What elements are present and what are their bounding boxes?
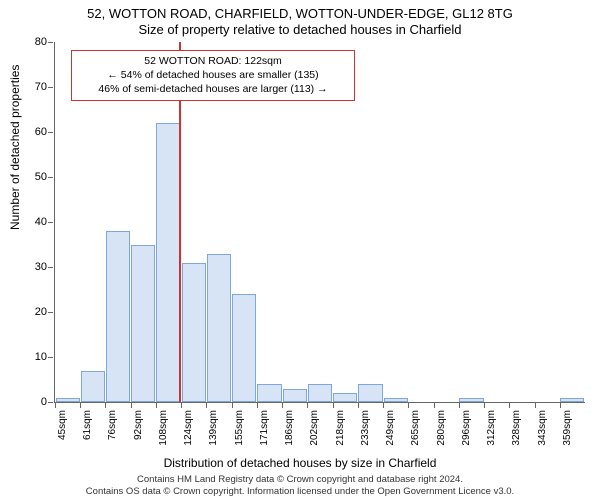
x-tick (80, 403, 81, 408)
footer-line-2: Contains OS data © Crown copyright. Info… (86, 486, 514, 497)
x-tick-label: 280sqm (436, 410, 447, 450)
histogram-bar (384, 398, 408, 403)
x-tick-label: 265sqm (410, 410, 421, 450)
x-tick-label: 249sqm (385, 410, 396, 450)
histogram-bar (56, 398, 80, 403)
y-axis-label: Number of detached properties (8, 65, 22, 230)
plot-area: 0102030405060708045sqm61sqm76sqm92sqm108… (54, 42, 585, 403)
x-tick (535, 403, 536, 408)
annotation-line: ← 54% of detached houses are smaller (13… (78, 68, 348, 82)
x-tick (105, 403, 106, 408)
histogram-bar (459, 398, 483, 403)
x-tick (156, 403, 157, 408)
y-tick-label: 0 (41, 396, 55, 408)
x-tick-label: 139sqm (208, 410, 219, 450)
x-tick-label: 218sqm (335, 410, 346, 450)
x-tick (509, 403, 510, 408)
x-tick-label: 61sqm (82, 410, 93, 450)
y-tick-label: 20 (35, 306, 55, 318)
histogram-bar (283, 389, 307, 403)
x-tick-label: 202sqm (309, 410, 320, 450)
x-tick-label: 45sqm (57, 410, 68, 450)
histogram-bar (156, 123, 180, 402)
histogram-bar (560, 398, 584, 403)
histogram-bar (81, 371, 105, 403)
x-tick-label: 186sqm (284, 410, 295, 450)
x-tick-label: 296sqm (461, 410, 472, 450)
y-tick-label: 10 (35, 351, 55, 363)
histogram-bar (308, 384, 332, 402)
y-tick-label: 70 (35, 81, 55, 93)
histogram-bar (182, 263, 206, 403)
x-tick (55, 403, 56, 408)
x-tick (484, 403, 485, 408)
y-tick-label: 60 (35, 126, 55, 138)
histogram-bar (131, 245, 155, 403)
x-tick-label: 76sqm (107, 410, 118, 450)
x-tick (560, 403, 561, 408)
x-tick (181, 403, 182, 408)
x-tick-label: 359sqm (562, 410, 573, 450)
y-tick-label: 40 (35, 216, 55, 228)
y-tick-label: 80 (35, 36, 55, 48)
x-tick-label: 124sqm (183, 410, 194, 450)
x-tick (131, 403, 132, 408)
x-tick-label: 155sqm (234, 410, 245, 450)
chart-container: 52, WOTTON ROAD, CHARFIELD, WOTTON-UNDER… (0, 0, 600, 500)
x-tick (282, 403, 283, 408)
x-tick (257, 403, 258, 408)
x-tick (408, 403, 409, 408)
footer-line-1: Contains HM Land Registry data © Crown c… (137, 474, 463, 485)
title-main: 52, WOTTON ROAD, CHARFIELD, WOTTON-UNDER… (0, 6, 600, 21)
x-tick (434, 403, 435, 408)
histogram-bar (358, 384, 382, 402)
x-axis-label: Distribution of detached houses by size … (0, 456, 600, 470)
histogram-bar (257, 384, 281, 402)
histogram-bar (207, 254, 231, 403)
x-tick (383, 403, 384, 408)
x-tick-label: 312sqm (486, 410, 497, 450)
annotation-box: 52 WOTTON ROAD: 122sqm← 54% of detached … (71, 50, 355, 101)
x-tick-label: 92sqm (133, 410, 144, 450)
y-tick-label: 30 (35, 261, 55, 273)
x-tick-label: 343sqm (537, 410, 548, 450)
x-tick-label: 171sqm (259, 410, 270, 450)
x-tick (358, 403, 359, 408)
histogram-bar (333, 393, 357, 402)
x-tick-label: 328sqm (511, 410, 522, 450)
x-tick (307, 403, 308, 408)
x-tick-label: 108sqm (158, 410, 169, 450)
x-tick (232, 403, 233, 408)
title-sub: Size of property relative to detached ho… (0, 22, 600, 37)
x-tick (459, 403, 460, 408)
annotation-line: 52 WOTTON ROAD: 122sqm (78, 54, 348, 68)
y-tick-label: 50 (35, 171, 55, 183)
histogram-bar (106, 231, 130, 402)
histogram-bar (232, 294, 256, 402)
x-tick (333, 403, 334, 408)
x-tick (206, 403, 207, 408)
x-tick-label: 233sqm (360, 410, 371, 450)
annotation-line: 46% of semi-detached houses are larger (… (78, 82, 348, 96)
footer-attribution: Contains HM Land Registry data © Crown c… (0, 474, 600, 498)
